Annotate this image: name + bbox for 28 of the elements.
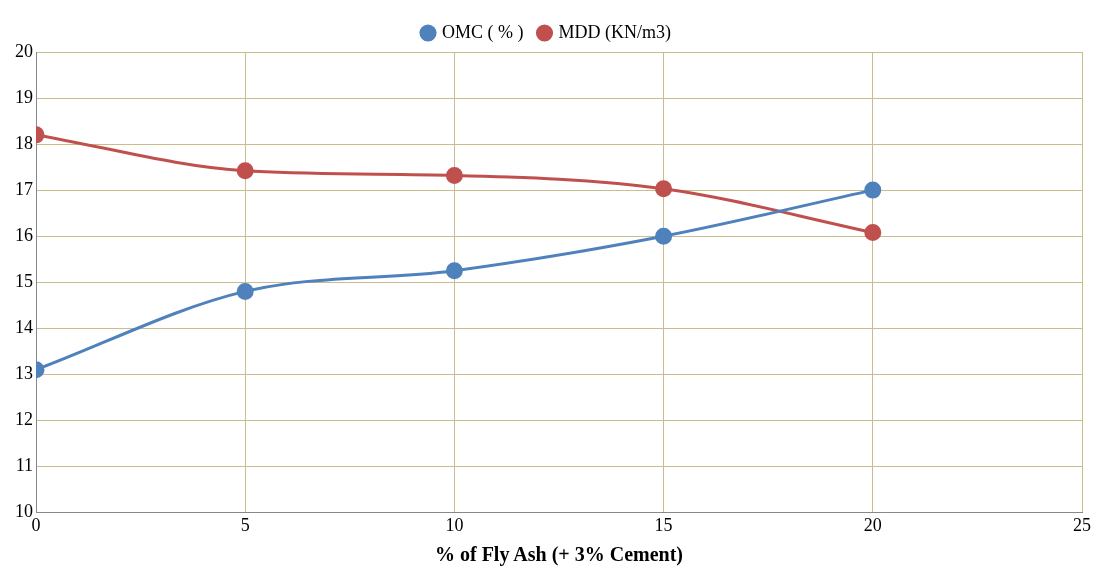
point xyxy=(864,223,882,241)
x-axis-title: % of Fly Ash (+ 3% Cement) xyxy=(434,543,684,567)
y-tick-label: 11 xyxy=(15,455,33,476)
y-tick-label: 13 xyxy=(15,363,33,384)
y-tick-label: 12 xyxy=(15,409,33,430)
point xyxy=(236,282,254,300)
x-tick-label: 20 xyxy=(863,514,882,535)
point xyxy=(445,166,463,184)
y-tick-label: 20 xyxy=(15,40,33,61)
point xyxy=(655,180,673,198)
y-tick-label: 15 xyxy=(15,270,33,291)
y-tick-label: 16 xyxy=(15,224,33,245)
point xyxy=(236,162,254,180)
point xyxy=(655,227,673,245)
x-tick-label: 0 xyxy=(31,514,41,535)
x-tick-label: 5 xyxy=(240,514,250,535)
legend-label: MDD (KN/m3) xyxy=(558,21,671,43)
y-tick-label: 19 xyxy=(15,86,33,107)
legend-label: OMC ( % ) xyxy=(442,21,524,43)
y-tick-label: 17 xyxy=(15,178,33,199)
x-tick-label: 10 xyxy=(445,514,464,535)
point xyxy=(445,262,463,280)
point xyxy=(864,181,882,199)
y-tick-label: 10 xyxy=(15,501,33,522)
x-tick-label: 25 xyxy=(1073,514,1091,535)
y-tick-label: 14 xyxy=(15,316,33,337)
y-tick-label: 18 xyxy=(15,132,33,153)
x-tick-label: 15 xyxy=(654,514,673,535)
